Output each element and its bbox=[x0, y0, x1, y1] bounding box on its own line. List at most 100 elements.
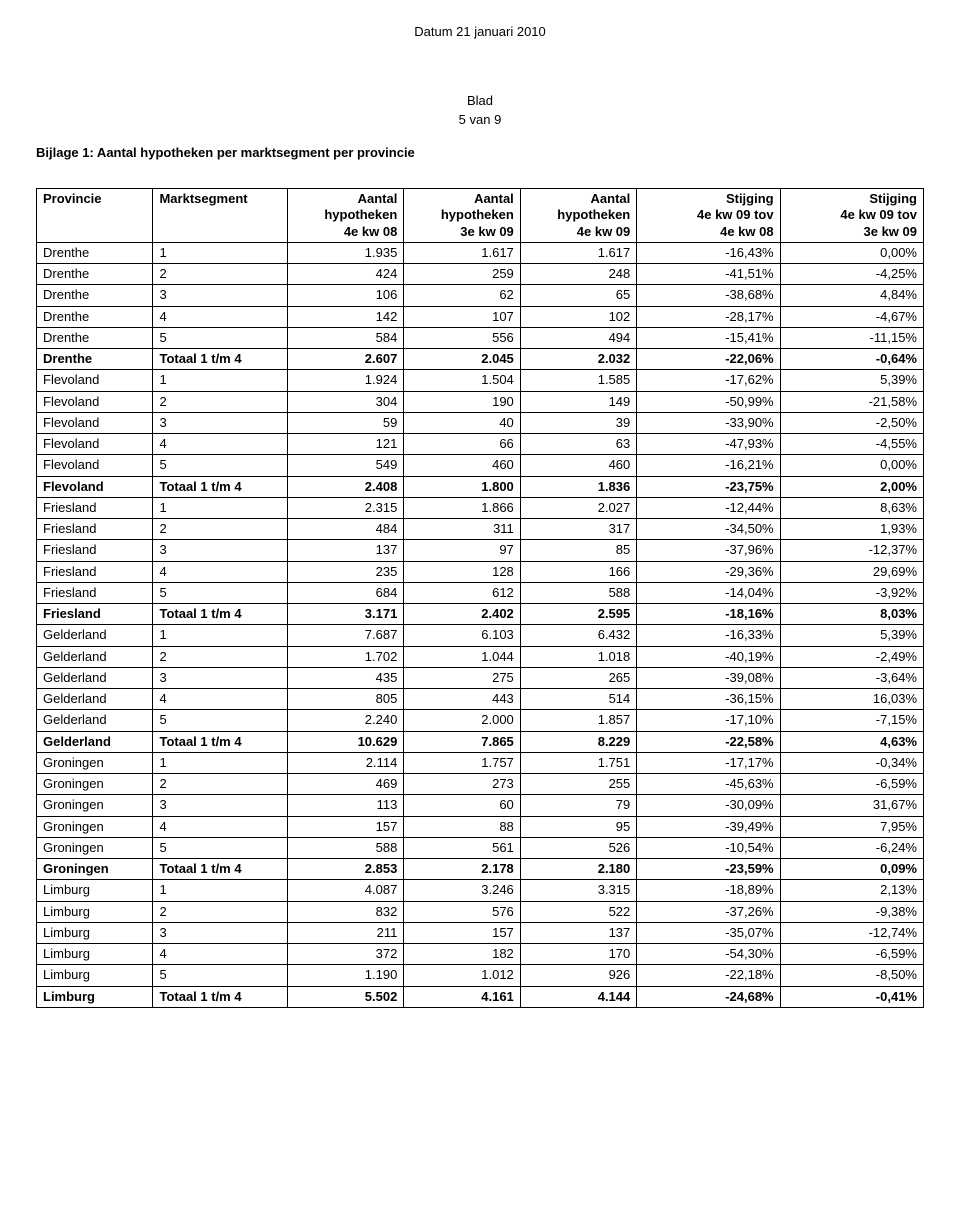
table-cell: 556 bbox=[404, 327, 520, 348]
table-cell: -0,64% bbox=[780, 349, 923, 370]
table-cell: 10.629 bbox=[287, 731, 403, 752]
table-cell: 484 bbox=[287, 519, 403, 540]
table-cell: Totaal 1 t/m 4 bbox=[153, 731, 287, 752]
table-cell: 494 bbox=[520, 327, 636, 348]
table-cell: Limburg bbox=[37, 880, 153, 901]
table-cell: Drenthe bbox=[37, 285, 153, 306]
table-cell: Flevoland bbox=[37, 476, 153, 497]
table-cell: Flevoland bbox=[37, 434, 153, 455]
table-cell: 2,00% bbox=[780, 476, 923, 497]
column-header: Stijging4e kw 09 tov3e kw 09 bbox=[780, 189, 923, 243]
table-cell: 2 bbox=[153, 519, 287, 540]
table-cell: 2 bbox=[153, 391, 287, 412]
page-title: Bijlage 1: Aantal hypotheken per marktse… bbox=[36, 145, 924, 160]
table-cell: 311 bbox=[404, 519, 520, 540]
column-header-line: Aantal bbox=[294, 191, 397, 207]
column-header-line: Marktsegment bbox=[159, 191, 280, 207]
hypotheken-table: ProvincieMarktsegmentAantalhypotheken4e … bbox=[36, 188, 924, 1008]
table-cell: 926 bbox=[520, 965, 636, 986]
table-cell: 97 bbox=[404, 540, 520, 561]
table-cell: 182 bbox=[404, 944, 520, 965]
table-cell: -9,38% bbox=[780, 901, 923, 922]
table-cell: -16,33% bbox=[637, 625, 780, 646]
table-row: Friesland5684612588-14,04%-3,92% bbox=[37, 582, 924, 603]
table-cell: Drenthe bbox=[37, 242, 153, 263]
table-cell: 107 bbox=[404, 306, 520, 327]
table-cell: Limburg bbox=[37, 922, 153, 943]
table-cell: Gelderland bbox=[37, 625, 153, 646]
table-cell: 273 bbox=[404, 774, 520, 795]
table-cell: 460 bbox=[404, 455, 520, 476]
table-cell: 211 bbox=[287, 922, 403, 943]
table-cell: -8,50% bbox=[780, 965, 923, 986]
table-cell: Totaal 1 t/m 4 bbox=[153, 476, 287, 497]
table-body: Drenthe11.9351.6171.617-16,43%0,00%Drent… bbox=[37, 242, 924, 1007]
table-cell: 5 bbox=[153, 582, 287, 603]
table-cell: Totaal 1 t/m 4 bbox=[153, 349, 287, 370]
table-cell: 2.180 bbox=[520, 859, 636, 880]
table-cell: 684 bbox=[287, 582, 403, 603]
column-header-line: 4e kw 09 tov bbox=[787, 207, 917, 223]
table-cell: -17,62% bbox=[637, 370, 780, 391]
table-cell: 157 bbox=[287, 816, 403, 837]
table-cell: -7,15% bbox=[780, 710, 923, 731]
table-cell: 29,69% bbox=[780, 561, 923, 582]
table-row: Gelderland17.6876.1036.432-16,33%5,39% bbox=[37, 625, 924, 646]
column-header-line: hypotheken bbox=[294, 207, 397, 223]
table-cell: 79 bbox=[520, 795, 636, 816]
table-cell: 2 bbox=[153, 774, 287, 795]
table-cell: -6,59% bbox=[780, 944, 923, 965]
column-header-line: Provincie bbox=[43, 191, 146, 207]
table-row: Flevoland11.9241.5041.585-17,62%5,39% bbox=[37, 370, 924, 391]
table-cell: -18,89% bbox=[637, 880, 780, 901]
table-cell: 0,00% bbox=[780, 455, 923, 476]
table-cell: 7.865 bbox=[404, 731, 520, 752]
table-cell: 2.402 bbox=[404, 604, 520, 625]
table-cell: 612 bbox=[404, 582, 520, 603]
table-cell: 1.012 bbox=[404, 965, 520, 986]
table-cell: 157 bbox=[404, 922, 520, 943]
table-cell: -17,10% bbox=[637, 710, 780, 731]
column-header: Aantalhypotheken4e kw 08 bbox=[287, 189, 403, 243]
table-row: Gelderland3435275265-39,08%-3,64% bbox=[37, 667, 924, 688]
table-row: Flevoland2304190149-50,99%-21,58% bbox=[37, 391, 924, 412]
table-row: Drenthe31066265-38,68%4,84% bbox=[37, 285, 924, 306]
table-cell: 304 bbox=[287, 391, 403, 412]
table-row: Groningen12.1141.7571.751-17,17%-0,34% bbox=[37, 752, 924, 773]
table-cell: -33,90% bbox=[637, 412, 780, 433]
table-cell: 62 bbox=[404, 285, 520, 306]
table-cell: 235 bbox=[287, 561, 403, 582]
table-row: Drenthe4142107102-28,17%-4,67% bbox=[37, 306, 924, 327]
table-cell: 1.800 bbox=[404, 476, 520, 497]
table-cell: -0,34% bbox=[780, 752, 923, 773]
table-cell: 142 bbox=[287, 306, 403, 327]
table-cell: 31,67% bbox=[780, 795, 923, 816]
table-cell: 372 bbox=[287, 944, 403, 965]
column-header: Stijging4e kw 09 tov4e kw 08 bbox=[637, 189, 780, 243]
table-cell: 2.240 bbox=[287, 710, 403, 731]
column-header-line: 4e kw 08 bbox=[294, 224, 397, 240]
table-cell: 259 bbox=[404, 264, 520, 285]
table-cell: 8,63% bbox=[780, 497, 923, 518]
table-cell: 2.315 bbox=[287, 497, 403, 518]
table-row: Flevoland3594039-33,90%-2,50% bbox=[37, 412, 924, 433]
table-head: ProvincieMarktsegmentAantalhypotheken4e … bbox=[37, 189, 924, 243]
table-cell: 275 bbox=[404, 667, 520, 688]
column-header: Aantalhypotheken4e kw 09 bbox=[520, 189, 636, 243]
table-cell: Gelderland bbox=[37, 710, 153, 731]
table-cell: 4,63% bbox=[780, 731, 923, 752]
table-cell: 1,93% bbox=[780, 519, 923, 540]
table-cell: 6.103 bbox=[404, 625, 520, 646]
table-cell: 0,00% bbox=[780, 242, 923, 263]
table-cell: -22,58% bbox=[637, 731, 780, 752]
table-row: Drenthe11.9351.6171.617-16,43%0,00% bbox=[37, 242, 924, 263]
table-cell: 549 bbox=[287, 455, 403, 476]
table-cell: Groningen bbox=[37, 752, 153, 773]
table-cell: -18,16% bbox=[637, 604, 780, 625]
table-cell: 106 bbox=[287, 285, 403, 306]
table-cell: 4.161 bbox=[404, 986, 520, 1007]
table-cell: 95 bbox=[520, 816, 636, 837]
column-header-line: hypotheken bbox=[527, 207, 630, 223]
table-cell: 7.687 bbox=[287, 625, 403, 646]
table-cell: 2.045 bbox=[404, 349, 520, 370]
